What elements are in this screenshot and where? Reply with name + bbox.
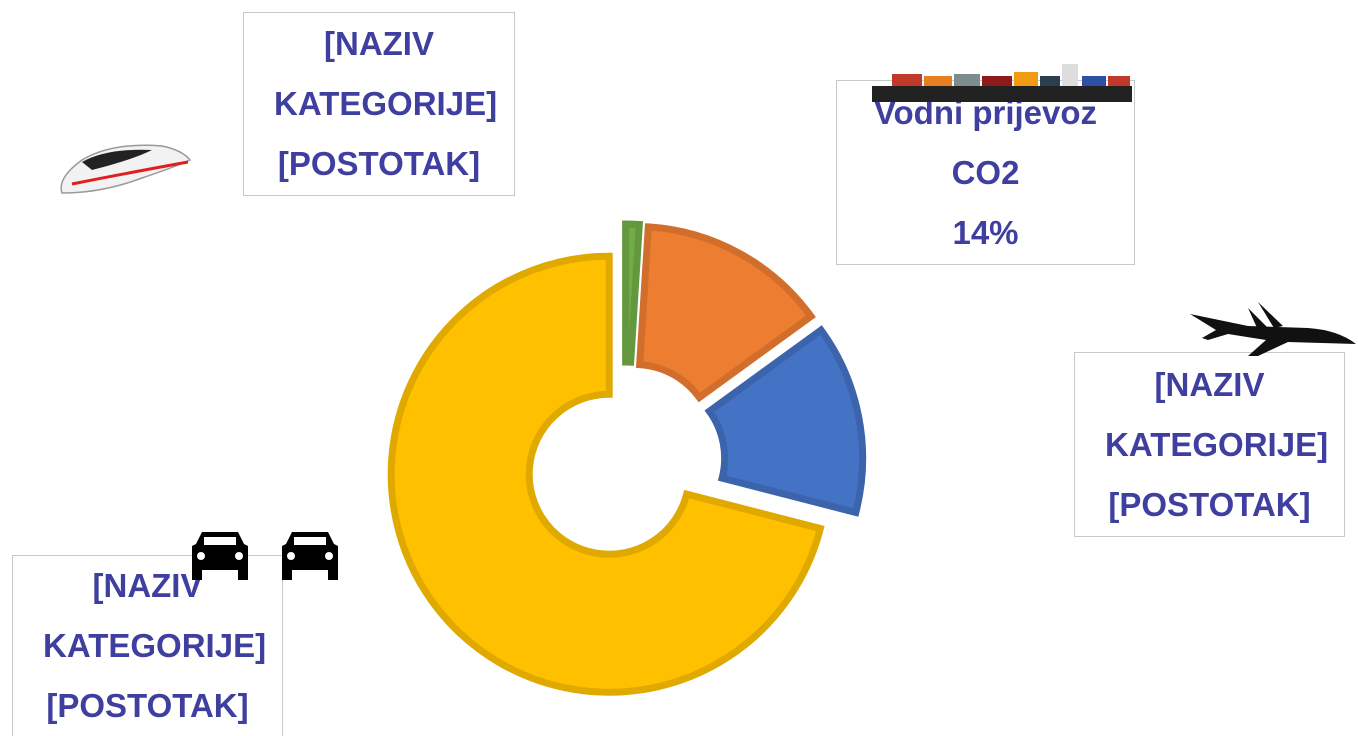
category-label: [NAZIV KATEGORIJE] [1075,355,1344,475]
value-label: [POSTOTAK] [13,676,282,736]
category-label: [NAZIV KATEGORIJE] [244,14,514,134]
plane-icon [1188,300,1358,360]
car-icons [188,528,343,583]
value-label: [POSTOTAK] [244,134,514,194]
chart: [NAZIV KATEGORIJE] [POSTOTAK] Vodni prij… [0,0,1358,736]
data-label-box: [NAZIV KATEGORIJE] [POSTOTAK] [1074,352,1345,537]
value-label: 14% [837,203,1134,263]
ship-icon [862,60,1137,112]
data-label-box: [NAZIV KATEGORIJE] [POSTOTAK] [243,12,515,196]
train-icon [52,138,192,204]
value-label: [POSTOTAK] [1075,475,1344,535]
donut-slice [626,224,640,362]
